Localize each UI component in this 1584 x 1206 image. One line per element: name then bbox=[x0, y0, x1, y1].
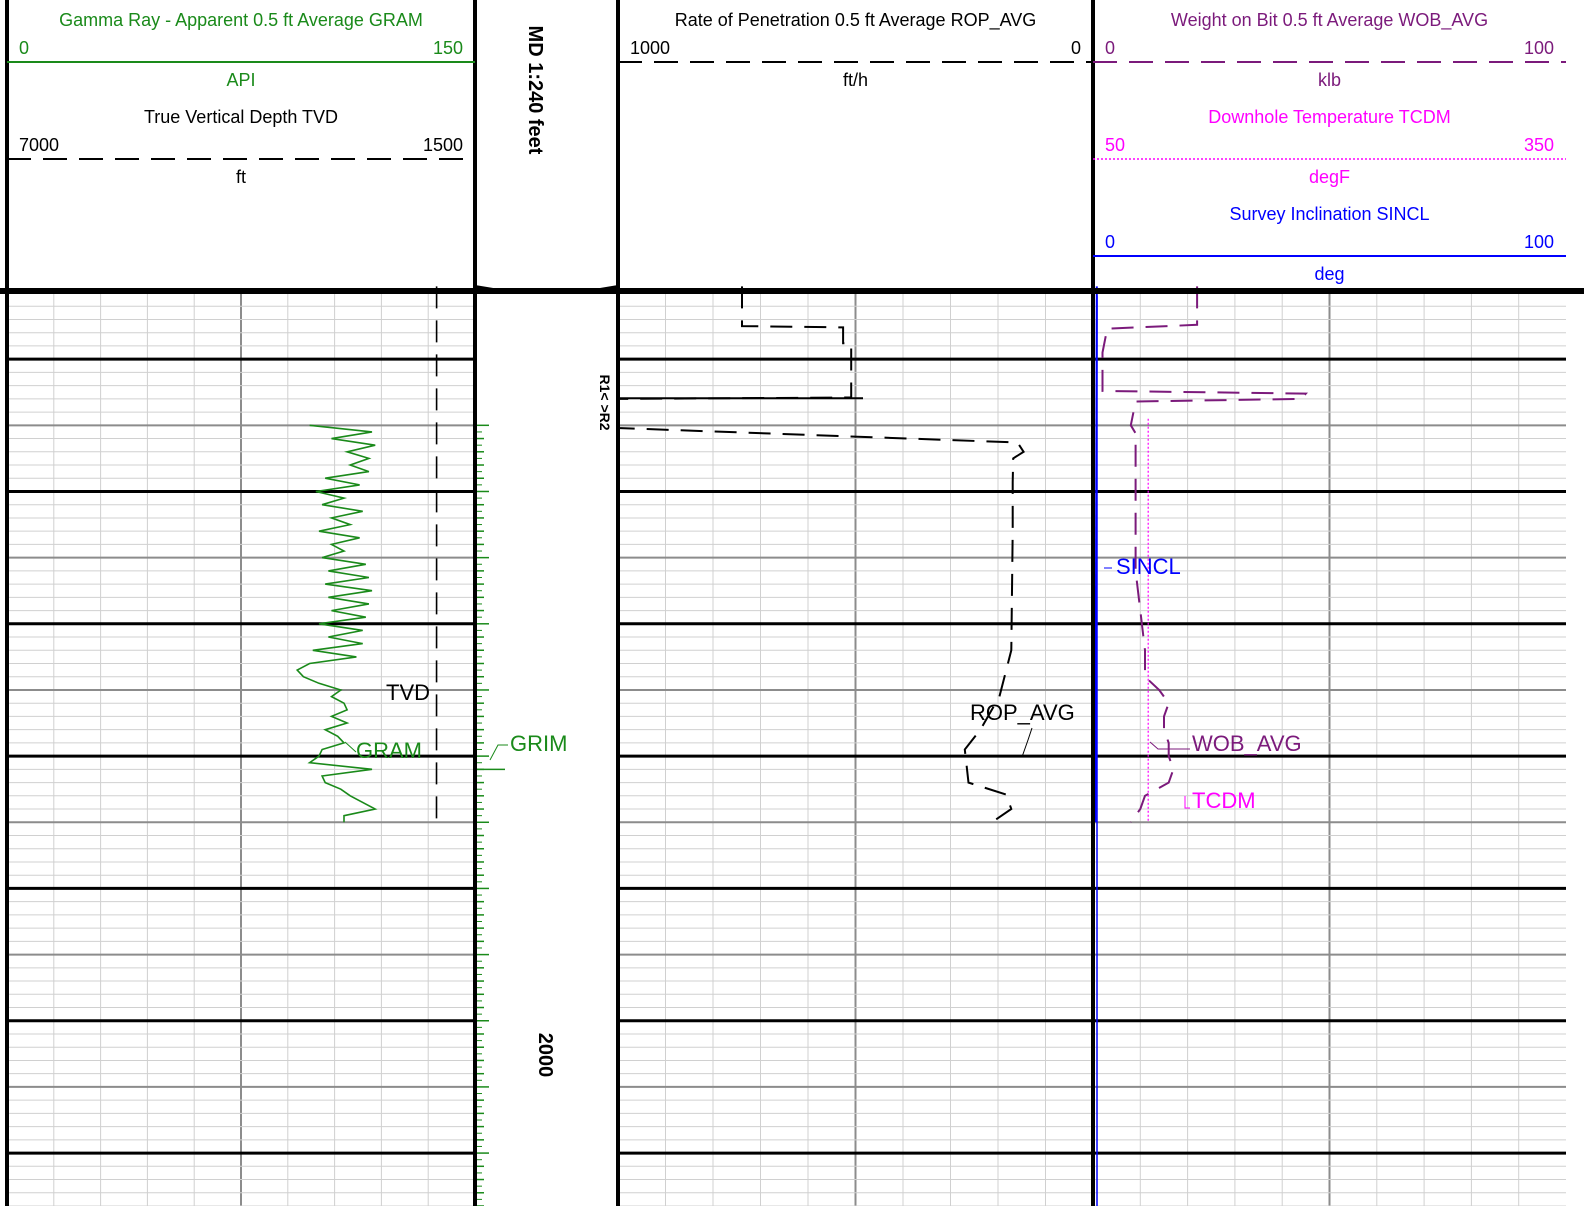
header-title-wob: Weight on Bit 0.5 ft Average WOB_AVG bbox=[1171, 10, 1488, 31]
header-scale-left-tvd: 7000 bbox=[19, 135, 59, 155]
depth-scale-label: MD 1:240 feet bbox=[524, 26, 546, 155]
label-wob-avg: WOB_AVG bbox=[1192, 731, 1302, 756]
header-unit-tvd: ft bbox=[236, 167, 246, 187]
header-unit-gram: API bbox=[226, 70, 255, 90]
header-scale-right-tcdm: 350 bbox=[1524, 135, 1554, 155]
label-tvd: TVD bbox=[386, 680, 430, 705]
header-unit-tcdm: degF bbox=[1309, 167, 1350, 187]
label-gram: GRAM bbox=[356, 738, 422, 763]
depth-label-2000: 2000 bbox=[534, 1033, 556, 1078]
header-title-tcdm: Downhole Temperature TCDM bbox=[1208, 107, 1450, 127]
header-scale-left-rop: 1000 bbox=[630, 38, 670, 58]
header-unit-wob: klb bbox=[1318, 70, 1341, 90]
label-rop-avg: ROP_AVG bbox=[970, 700, 1075, 725]
header-unit-sincl: deg bbox=[1314, 264, 1344, 284]
label-grim: GRIM bbox=[510, 731, 567, 756]
curve-gram bbox=[295, 424, 378, 823]
header-layer: Gamma Ray - Apparent 0.5 ft Average GRAM… bbox=[7, 10, 1566, 284]
curve-wob-avg bbox=[1101, 286, 1308, 823]
header-title-tvd: True Vertical Depth TVD bbox=[144, 107, 338, 127]
label-tcdm: TCDM bbox=[1192, 788, 1256, 813]
leader-gram bbox=[344, 741, 357, 753]
label-sincl: SINCL bbox=[1116, 554, 1181, 579]
header-unit-rop: ft/h bbox=[843, 70, 868, 90]
header-scale-left-sincl: 0 bbox=[1105, 232, 1115, 252]
label-layer: 2000 R1< >R2 TVD GRAM GRIM ROP_AVG SINCL WOB_AV… bbox=[344, 375, 1302, 1078]
header-scale-right-rop: 0 bbox=[1071, 38, 1081, 58]
header-title-sincl: Survey Inclination SINCL bbox=[1229, 204, 1429, 224]
leader-grim bbox=[489, 744, 508, 761]
depth-marker-right bbox=[570, 285, 618, 293]
grid-layer bbox=[7, 292, 1566, 1206]
header-scale-left-tcdm: 50 bbox=[1105, 135, 1125, 155]
header-scale-right-gram: 150 bbox=[433, 38, 463, 58]
header-scale-right-sincl: 100 bbox=[1524, 232, 1554, 252]
header-scale-right-wob: 100 bbox=[1524, 38, 1554, 58]
leader-tcdm bbox=[1184, 796, 1190, 809]
leader-wob bbox=[1149, 741, 1190, 750]
header-title-gram: Gamma Ray - Apparent 0.5 ft Average GRAM bbox=[59, 10, 423, 30]
header-scale-left-gram: 0 bbox=[19, 38, 29, 58]
header-scale-left-wob: 0 bbox=[1105, 38, 1115, 58]
depth-r-label: R1< >R2 bbox=[597, 375, 613, 431]
header-title-rop: Rate of Penetration 0.5 ft Average ROP_A… bbox=[675, 10, 1037, 31]
curve-rop-avg bbox=[617, 286, 1025, 824]
depth-marker-left bbox=[475, 285, 523, 293]
leader-rop bbox=[1021, 727, 1033, 758]
header-scale-right-tvd: 1500 bbox=[423, 135, 463, 155]
